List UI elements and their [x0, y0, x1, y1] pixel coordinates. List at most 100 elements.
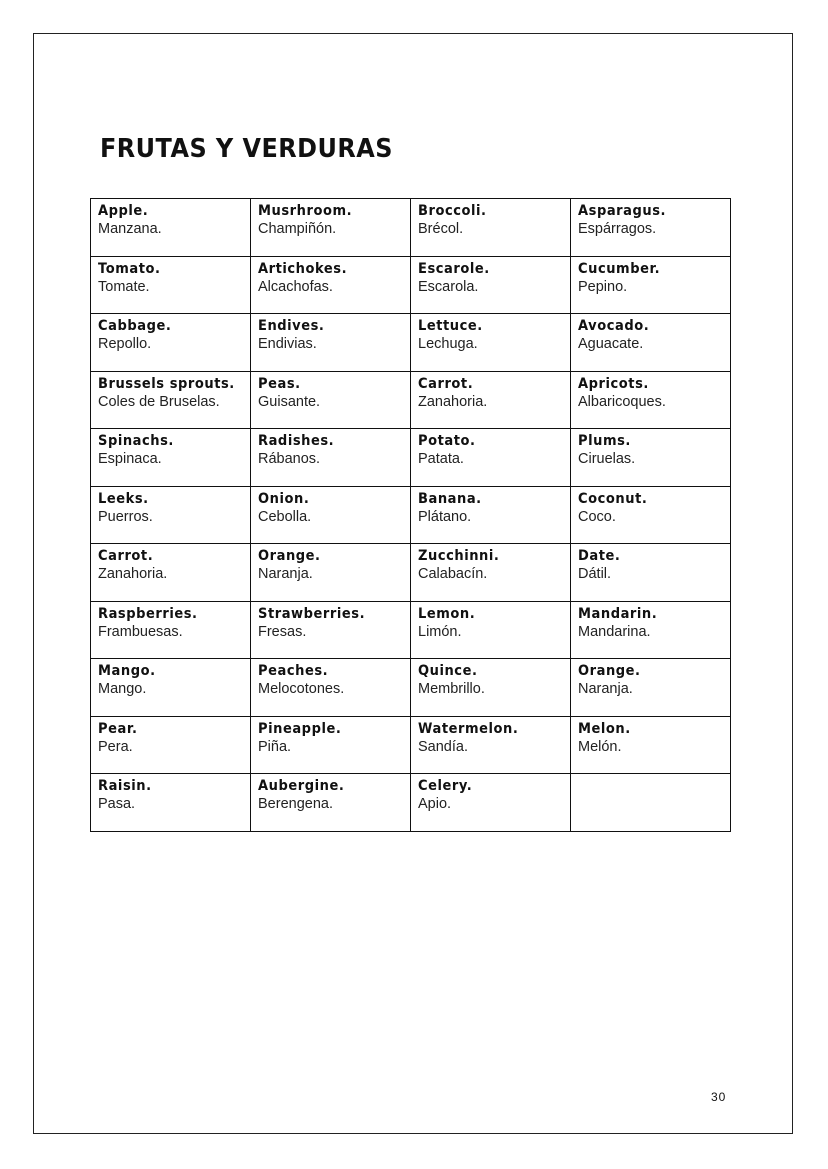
table-cell: Potato. Patata. — [410, 428, 571, 487]
english-word: Melon. — [578, 720, 631, 737]
spanish-word: Endivias. — [258, 336, 317, 352]
spanish-word: Plátano. — [418, 508, 472, 525]
spanish-word: Ciruelas. — [578, 451, 636, 467]
spanish-word: Pepino. — [578, 278, 628, 295]
english-word: Artichokes. — [258, 260, 348, 277]
english-word: Mango. — [98, 663, 156, 679]
spanish-word: Champiñón. — [258, 221, 337, 237]
table-cell: Quince. Membrillo. — [410, 658, 571, 717]
table-cell: Raspberries. Frambuesas. — [90, 600, 251, 659]
table-cell: Melon. Melón. — [570, 715, 731, 774]
spanish-word: Mango. — [98, 681, 147, 697]
table-cell: Pear. Pera. — [90, 715, 251, 774]
table-row: Raisin. Pasa. Aubergine. Berengena. Celery. A… — [90, 773, 731, 832]
english-word: Raspberries. — [98, 605, 198, 622]
spanish-word: Mandarina. — [578, 623, 651, 640]
table-cell: Banana. Plátano. — [410, 485, 571, 544]
english-word: Cucumber. — [578, 260, 661, 277]
table-cell: Carrot. Zanahoria. — [90, 543, 251, 602]
table-cell: Leeks. Puerros. — [90, 485, 251, 544]
english-word: Potato. — [418, 433, 476, 449]
table-cell: Peaches. Melocotones. — [250, 658, 411, 717]
spanish-word: Berengena. — [258, 796, 333, 812]
english-word: Broccoli. — [418, 203, 487, 219]
english-word: Lemon. — [418, 605, 476, 622]
spanish-word: Coco. — [578, 508, 616, 525]
english-word: Date. — [578, 548, 621, 564]
english-word: Asparagus. — [578, 203, 667, 219]
english-word: Aubergine. — [258, 778, 345, 794]
spanish-word: Manzana. — [98, 221, 162, 237]
table-cell: Zucchinni. Calabacín. — [410, 543, 571, 602]
table-cell: Raisin. Pasa. — [90, 773, 251, 832]
table-row: Mango. Mango. Peaches. Melocotones. Quince. M… — [90, 658, 731, 717]
spanish-word: Frambuesas. — [98, 623, 183, 640]
spanish-word: Melón. — [578, 738, 622, 755]
spanish-word: Aguacate. — [578, 336, 644, 352]
table-cell: Carrot. Zanahoria. — [410, 370, 571, 429]
english-word: Orange. — [578, 663, 641, 679]
english-word: Escarole. — [418, 260, 490, 277]
english-word: Watermelon. — [418, 720, 519, 737]
table-cell: Musrhroom. Champiñón. — [250, 198, 411, 257]
table-row: Brussels sprouts. Coles de Bruselas. Peas.… — [90, 370, 731, 429]
table-cell: Broccoli. Brécol. — [410, 198, 571, 257]
english-word: Pineapple. — [258, 720, 342, 737]
spanish-word: Pasa. — [98, 796, 136, 812]
spanish-word: Piña. — [258, 738, 292, 755]
table-cell: Lemon. Limón. — [410, 600, 571, 659]
page-title: FRUTAS Y VERDURAS — [100, 134, 393, 164]
english-word: Peas. — [258, 375, 301, 392]
spanish-word: Guisante. — [258, 393, 321, 410]
table-cell: Aubergine. Berengena. — [250, 773, 411, 832]
table-cell: Asparagus. Espárragos. — [570, 198, 731, 257]
table-row: Tomato. Tomate. Artichokes. Alcachofas. Esca… — [90, 255, 731, 314]
english-word: Onion. — [258, 490, 310, 507]
spanish-word: Puerros. — [98, 508, 153, 525]
table-cell: Onion. Cebolla. — [250, 485, 411, 544]
spanish-word: Melocotones. — [258, 681, 345, 697]
table-cell: Date. Dátil. — [570, 543, 731, 602]
spanish-word: Limón. — [418, 623, 462, 640]
english-word: Quince. — [418, 663, 478, 679]
table-cell: Lettuce. Lechuga. — [410, 313, 571, 372]
spanish-word: Naranja. — [578, 681, 633, 697]
spanish-word: Espinaca. — [98, 451, 162, 467]
english-word: Cabbage. — [98, 318, 172, 334]
spanish-word: Pera. — [98, 738, 133, 755]
english-word: Radishes. — [258, 433, 335, 449]
page-border — [33, 33, 793, 1134]
spanish-word: Cebolla. — [258, 508, 312, 525]
spanish-word: Coles de Bruselas. — [98, 393, 220, 410]
spanish-word: Espárragos. — [578, 221, 657, 237]
english-word: Brussels sprouts. — [98, 375, 235, 392]
table-cell: Brussels sprouts. Coles de Bruselas. — [90, 370, 251, 429]
table-cell: Strawberries. Fresas. — [250, 600, 411, 659]
english-word: Mandarin. — [578, 605, 658, 622]
spanish-word: Patata. — [418, 451, 464, 467]
table-cell — [570, 773, 731, 832]
english-word: Plums. — [578, 433, 631, 449]
table-row: Apple. Manzana. Musrhroom. Champiñón. Brocco… — [90, 198, 731, 257]
table-row: Carrot. Zanahoria. Orange. Naranja. Zucchinn… — [90, 543, 731, 602]
spanish-word: Sandía. — [418, 738, 468, 755]
spanish-word: Albaricoques. — [578, 393, 666, 410]
table-cell: Plums. Ciruelas. — [570, 428, 731, 487]
spanish-word: Dátil. — [578, 566, 612, 582]
english-word: Pear. — [98, 720, 138, 737]
table-cell: Watermelon. Sandía. — [410, 715, 571, 774]
table-cell: Orange. Naranja. — [570, 658, 731, 717]
vocabulary-table: Apple. Manzana. Musrhroom. Champiñón. Brocco… — [90, 198, 731, 832]
table-cell: Apple. Manzana. — [90, 198, 251, 257]
spanish-word: Rábanos. — [258, 451, 321, 467]
spanish-word: Apio. — [418, 796, 452, 812]
english-word: Musrhroom. — [258, 203, 353, 219]
table-cell: Cabbage. Repollo. — [90, 313, 251, 372]
spanish-word: Fresas. — [258, 623, 307, 640]
english-word: Endives. — [258, 318, 325, 334]
page-number: 30 — [711, 1090, 727, 1104]
spanish-word: Escarola. — [418, 278, 479, 295]
english-word: Spinachs. — [98, 433, 174, 449]
table-cell: Coconut. Coco. — [570, 485, 731, 544]
table-cell: Celery. Apio. — [410, 773, 571, 832]
